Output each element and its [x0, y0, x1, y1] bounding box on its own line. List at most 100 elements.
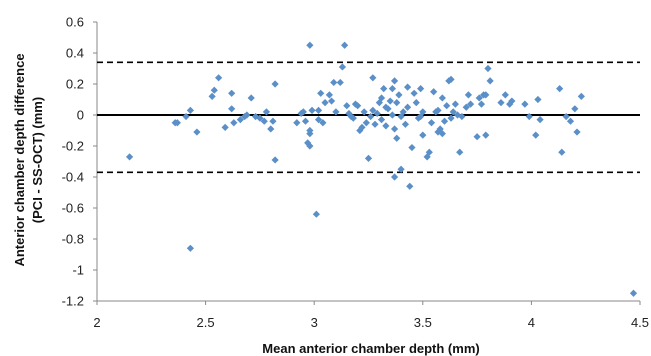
data-point [362, 119, 370, 127]
data-point [443, 102, 451, 110]
data-point [186, 106, 194, 114]
data-point [438, 130, 446, 138]
data-point [125, 153, 134, 161]
data-point [356, 126, 364, 135]
data-point [343, 102, 351, 110]
data-point [304, 139, 312, 147]
data-point [577, 92, 585, 100]
data-point [271, 156, 279, 164]
data-point [456, 148, 464, 156]
data-point [325, 91, 334, 99]
data-point [562, 112, 570, 121]
data-point [369, 74, 377, 82]
data-point [267, 125, 275, 133]
data-point [306, 41, 314, 49]
data-point [247, 94, 255, 102]
x-tick-label: 4 [528, 315, 535, 330]
y-axis-title: Anterior chamber depth difference (PCI -… [12, 53, 45, 266]
data-point [388, 85, 396, 93]
data-point [497, 99, 505, 107]
data-point [297, 109, 305, 118]
data-point [349, 114, 357, 122]
data-point [230, 119, 238, 127]
data-point [251, 112, 260, 121]
data-point [373, 109, 381, 118]
data-point [556, 85, 564, 93]
data-point [393, 99, 401, 107]
data-point [629, 289, 638, 297]
data-point [256, 114, 264, 122]
y-tick-label: 0 [77, 108, 84, 123]
data-point [371, 120, 379, 128]
data-point [364, 154, 373, 162]
data-point [573, 128, 581, 136]
data-point [382, 122, 390, 130]
y-axis-title-line-1: Anterior chamber depth difference [12, 53, 27, 266]
y-tick-label: -0.4 [62, 170, 84, 185]
data-point [293, 119, 301, 127]
data-point [447, 75, 455, 83]
y-tick-label: -0.6 [62, 201, 84, 216]
data-point [412, 99, 420, 107]
data-point [571, 105, 579, 113]
data-point [536, 116, 544, 124]
data-point [393, 134, 401, 142]
data-point [173, 119, 181, 127]
data-point [432, 108, 440, 116]
data-point [464, 91, 473, 99]
data-point [447, 114, 455, 122]
y-tick-label: 0.4 [66, 46, 84, 61]
x-tick-label: 3.5 [414, 315, 432, 330]
data-point [210, 86, 218, 94]
y-tick-label: -0.2 [62, 139, 84, 154]
data-point [532, 131, 540, 139]
data-point [449, 108, 457, 116]
data-point [458, 112, 466, 121]
data-point [501, 91, 509, 99]
data-point [484, 64, 492, 73]
data-point [314, 116, 323, 124]
data-point [462, 103, 470, 111]
data-point [466, 100, 475, 108]
data-point [332, 108, 340, 116]
data-point [436, 125, 444, 133]
data-point [508, 97, 516, 105]
data-point [228, 105, 236, 113]
data-point [306, 126, 314, 135]
data-point [269, 117, 277, 125]
data-point [243, 111, 251, 119]
data-point [425, 148, 433, 156]
data-point [262, 108, 271, 116]
data-point [417, 85, 425, 93]
data-point [399, 108, 407, 116]
data-point [317, 89, 325, 97]
data-point [377, 116, 386, 124]
data-point [434, 106, 442, 114]
data-point [299, 108, 307, 116]
data-point [475, 94, 483, 102]
data-point [482, 91, 490, 99]
data-point [260, 117, 268, 125]
data-point [215, 74, 223, 82]
data-point [336, 78, 344, 87]
x-axis-title: Mean anterior chamber depth (mm) [262, 341, 479, 356]
data-point [384, 105, 392, 113]
data-point [375, 99, 383, 107]
data-point [534, 95, 542, 104]
x-tick-label: 3 [311, 315, 318, 330]
data-point [406, 182, 414, 190]
data-point [451, 100, 459, 108]
data-point [377, 94, 386, 102]
data-markers [125, 41, 638, 297]
data-point [236, 116, 244, 124]
data-point [482, 131, 490, 139]
data-point [440, 117, 449, 125]
data-point [430, 88, 438, 96]
data-point [417, 112, 425, 121]
data-point [345, 109, 353, 118]
data-point [308, 106, 316, 114]
data-point [358, 123, 366, 131]
x-tick-label: 4.5 [631, 315, 649, 330]
data-point [321, 99, 329, 107]
x-tick-label: 2.5 [197, 315, 215, 330]
